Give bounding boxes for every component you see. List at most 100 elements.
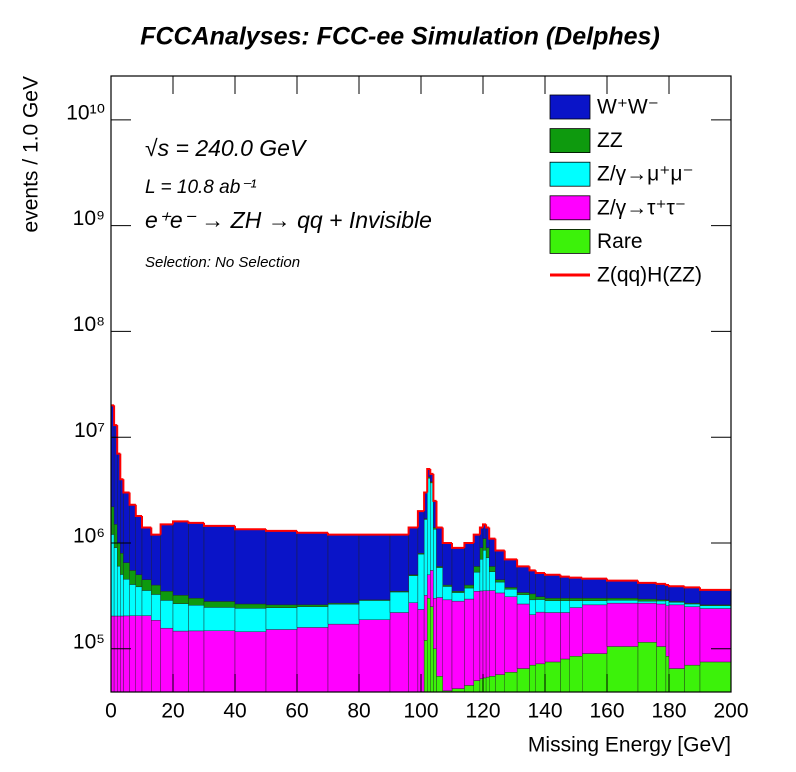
histogram-bar	[473, 571, 481, 592]
histogram-bar	[203, 525, 236, 602]
histogram-bar	[569, 600, 583, 608]
histogram-bar	[637, 598, 657, 602]
histogram-bar	[234, 603, 267, 609]
histogram-bar	[516, 594, 530, 605]
histogram-bar	[516, 566, 530, 593]
histogram-bar	[535, 572, 546, 597]
signal-step	[429, 469, 434, 475]
legend-swatch	[549, 161, 591, 187]
histogram-bar	[188, 598, 205, 606]
histogram-bar	[529, 599, 536, 615]
histogram-bar	[135, 586, 143, 616]
histogram-bar	[135, 574, 143, 588]
histogram-bar	[473, 590, 481, 681]
annotation: e⁺e⁻ → ZH → qq + Invisible	[145, 207, 432, 233]
y-axis-label: events / 1.0 GeV	[20, 76, 43, 232]
x-tick-label: 40	[223, 700, 246, 723]
histogram-bar	[504, 587, 518, 590]
legend-label: Rare	[597, 230, 643, 253]
histogram-bar	[606, 580, 639, 599]
histogram-bar	[535, 611, 546, 665]
histogram-bar	[358, 619, 391, 692]
histogram-bar	[408, 575, 419, 603]
histogram-bar	[265, 629, 298, 692]
histogram-bar	[479, 590, 484, 679]
x-tick-label: 100	[403, 700, 438, 723]
histogram-bar	[408, 527, 419, 576]
histogram-bar	[560, 598, 571, 601]
histogram-bar	[141, 579, 152, 591]
signal-step	[534, 570, 545, 575]
signal-step	[113, 405, 118, 427]
histogram-bar	[172, 603, 189, 632]
histogram-bar	[296, 532, 329, 606]
histogram-bar	[120, 553, 124, 575]
y-tick-label: 10⁹	[73, 207, 105, 230]
histogram-bar	[529, 614, 536, 666]
signal-step	[668, 585, 685, 588]
y-tick-label: 10⁵	[73, 630, 105, 653]
histogram-bar	[327, 534, 360, 604]
histogram-bar	[544, 600, 561, 613]
histogram-bar	[479, 547, 484, 560]
histogram-bar	[529, 593, 536, 601]
histogram-bar	[582, 600, 608, 606]
histogram-bar	[606, 600, 639, 604]
histogram-bar	[234, 528, 267, 605]
histogram-bar	[684, 606, 701, 666]
histogram-bar	[358, 600, 391, 620]
histogram-bar	[296, 627, 329, 692]
histogram-bar	[656, 603, 667, 647]
histogram-bar	[113, 524, 118, 548]
histogram-bar	[265, 530, 298, 606]
signal-step	[134, 504, 142, 517]
histogram-bar	[489, 571, 496, 591]
histogram-bar	[482, 590, 487, 679]
histogram-bar	[637, 582, 657, 600]
signal-step	[606, 578, 638, 582]
histogram-bar	[203, 607, 236, 631]
histogram-bar	[606, 598, 639, 601]
x-axis-label: Missing Energy [GeV]	[528, 734, 731, 757]
legend-swatch	[549, 128, 591, 154]
signal-step	[122, 479, 130, 494]
plot-area	[111, 404, 731, 692]
histogram-bar	[504, 559, 518, 588]
signal-step	[432, 473, 437, 502]
histogram-bar	[495, 550, 505, 580]
histogram-bar	[172, 595, 189, 604]
legend-label: Z/γ→τ⁺τ⁻	[597, 196, 686, 219]
annotation: L = 10.8 ab⁻¹	[145, 177, 257, 198]
histogram-bar	[430, 570, 434, 607]
histogram-bar	[188, 522, 205, 599]
histogram-bar	[436, 567, 443, 598]
histogram-bar	[451, 547, 465, 592]
signal-step	[416, 510, 425, 528]
signal-step	[128, 492, 136, 506]
histogram-bar	[485, 547, 490, 559]
histogram-bar	[482, 538, 487, 551]
x-tick-label: 200	[713, 700, 748, 723]
signal-step	[407, 526, 418, 535]
signal-step	[516, 559, 530, 568]
histogram-bar	[442, 542, 453, 586]
histogram-bar	[188, 605, 205, 632]
histogram-bar	[482, 550, 487, 592]
histogram-bar	[451, 600, 465, 689]
histogram-bar	[656, 583, 667, 601]
histogram-bar	[160, 590, 174, 601]
signal-step	[488, 527, 496, 540]
signal-step	[683, 586, 700, 589]
histogram-bar	[172, 521, 189, 596]
signal-step	[150, 527, 161, 536]
signal-step	[119, 453, 124, 481]
histogram-bar	[436, 597, 443, 677]
histogram-bar	[582, 578, 608, 599]
histogram-bar	[203, 630, 236, 692]
histogram-bar	[569, 598, 583, 601]
histogram-bar	[265, 607, 298, 630]
signal-step	[472, 533, 480, 543]
histogram-bar	[327, 623, 360, 692]
histogram-bar	[160, 524, 174, 592]
signal-step	[581, 577, 607, 580]
